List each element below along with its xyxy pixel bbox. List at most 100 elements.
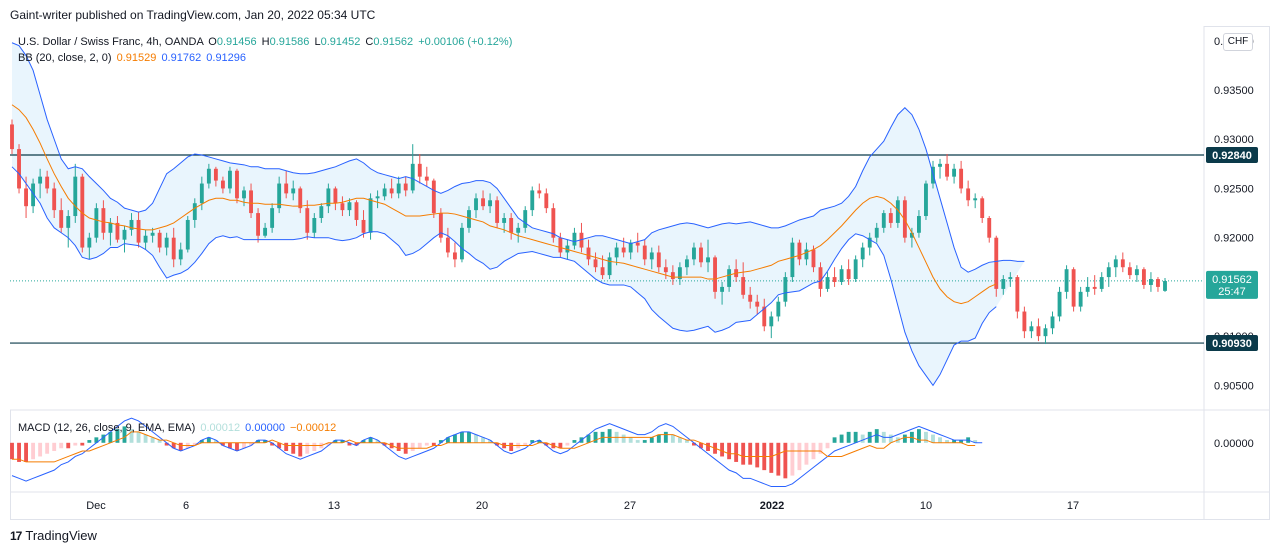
candle-body bbox=[924, 183, 928, 217]
candle-body bbox=[213, 168, 218, 181]
low-label: L bbox=[314, 36, 321, 48]
macd-histogram-bar bbox=[495, 442, 500, 446]
macd-histogram-bar bbox=[417, 442, 422, 449]
macd-histogram-bar bbox=[24, 442, 28, 462]
macd-histogram-bar bbox=[924, 431, 928, 443]
macd-histogram-bar bbox=[938, 437, 942, 443]
y-tick-label: 0.90500 bbox=[1214, 380, 1254, 392]
candle-body bbox=[727, 269, 732, 287]
candle-body bbox=[860, 247, 865, 260]
candle-body bbox=[1015, 277, 1020, 312]
candle-body bbox=[17, 149, 21, 189]
macd-histogram-bar bbox=[122, 426, 127, 443]
candle-body bbox=[488, 200, 493, 207]
candle-body bbox=[45, 176, 50, 189]
macd-signal-line bbox=[12, 431, 976, 463]
candle-body bbox=[171, 237, 176, 260]
candle-body bbox=[206, 168, 211, 184]
bb-label[interactable]: BB (20, close, 2, 0) bbox=[18, 52, 112, 64]
macd-legend: MACD (12, 26, close, 9, EMA, EMA) 0.0001… bbox=[18, 422, 336, 434]
candle-body bbox=[410, 163, 415, 191]
macd-histogram-bar bbox=[537, 440, 542, 443]
candle-body bbox=[987, 218, 992, 238]
candle-body bbox=[424, 176, 429, 181]
macd-histogram-bar bbox=[256, 440, 261, 443]
candle-body bbox=[1106, 267, 1111, 278]
candle-body bbox=[24, 188, 28, 207]
macd-histogram-bar bbox=[284, 442, 289, 451]
candle-body bbox=[797, 242, 802, 260]
candle-body bbox=[136, 219, 141, 243]
candle-body bbox=[277, 183, 282, 209]
macd-histogram-bar bbox=[80, 442, 85, 446]
candle-body bbox=[284, 183, 289, 194]
candle-body bbox=[509, 218, 514, 233]
bb-upper-line bbox=[11, 42, 1025, 273]
candle-body bbox=[1092, 286, 1097, 289]
open-value: 0.91456 bbox=[216, 36, 257, 48]
symbol-name[interactable]: U.S. Dollar / Swiss Franc, 4h, OANDA bbox=[18, 36, 204, 48]
macd-histogram-bar bbox=[340, 440, 345, 443]
candle-body bbox=[558, 237, 563, 253]
macd-histogram-bar bbox=[945, 440, 949, 443]
macd-label[interactable]: MACD (12, 26, close, 9, EMA, EMA) bbox=[18, 422, 196, 434]
x-tick-label: 6 bbox=[183, 500, 189, 512]
x-tick-label: Dec bbox=[86, 500, 106, 512]
candle-body bbox=[368, 198, 373, 233]
macd-histogram-bar bbox=[572, 440, 577, 443]
candle-body bbox=[980, 198, 985, 218]
macd-histogram-bar bbox=[846, 431, 851, 443]
macd-histogram-bar bbox=[628, 437, 633, 443]
candle-body bbox=[916, 216, 921, 233]
macd-histogram-bar bbox=[143, 434, 148, 443]
macd-histogram-bar bbox=[755, 442, 760, 468]
candle-body bbox=[389, 188, 394, 194]
candle-body bbox=[1064, 269, 1069, 292]
candle-body bbox=[178, 249, 183, 260]
footer-brand: 17 TradingView bbox=[10, 528, 97, 543]
macd-histogram-bar bbox=[607, 429, 612, 443]
close-label: C bbox=[365, 36, 374, 48]
candle-body bbox=[706, 257, 710, 263]
candle-body bbox=[1022, 311, 1027, 332]
candle-body bbox=[621, 247, 626, 253]
macd-histogram-bar bbox=[277, 442, 282, 449]
macd-histogram-bar bbox=[94, 437, 99, 443]
macd-histogram-bar bbox=[410, 442, 415, 451]
candle-body bbox=[354, 202, 359, 220]
macd-histogram-bar bbox=[874, 429, 879, 443]
macd-histogram-bar bbox=[17, 442, 21, 462]
candle-body bbox=[157, 232, 162, 248]
open-label: O bbox=[208, 36, 217, 48]
macd-histogram-bar bbox=[45, 442, 50, 454]
macd-histogram-bar bbox=[396, 442, 401, 451]
candle-body bbox=[938, 163, 942, 167]
macd-histogram-bar bbox=[73, 442, 78, 446]
y-tick-label: 0.92000 bbox=[1214, 233, 1254, 245]
bb-legend: BB (20, close, 2, 0) 0.91529 0.91762 0.9… bbox=[18, 52, 246, 64]
macd-histogram-bar bbox=[677, 437, 682, 443]
candle-body bbox=[699, 247, 703, 263]
candle-body bbox=[530, 190, 535, 211]
macd-histogram-bar bbox=[649, 437, 654, 443]
macd-histogram-bar bbox=[467, 431, 471, 443]
macd-histogram-bar bbox=[333, 440, 338, 443]
macd-histogram-bar bbox=[663, 431, 668, 443]
macd-histogram-bar bbox=[474, 434, 478, 443]
candle-body bbox=[804, 249, 809, 260]
macd-histogram-bar bbox=[206, 437, 211, 443]
candle-body bbox=[945, 163, 949, 177]
candle-body bbox=[326, 188, 331, 207]
candle-body bbox=[593, 259, 598, 268]
candle-body bbox=[347, 202, 352, 211]
bb-band-fill bbox=[12, 42, 1025, 386]
candle-body bbox=[396, 183, 401, 194]
candle-body bbox=[460, 227, 464, 260]
change-value: +0.00106 (+0.12%) bbox=[418, 36, 513, 48]
candle-body bbox=[150, 232, 155, 236]
x-tick-label: 10 bbox=[920, 500, 932, 512]
candle-body bbox=[537, 190, 542, 194]
candle-body bbox=[1085, 286, 1090, 292]
currency-button[interactable]: CHF bbox=[1223, 33, 1253, 51]
